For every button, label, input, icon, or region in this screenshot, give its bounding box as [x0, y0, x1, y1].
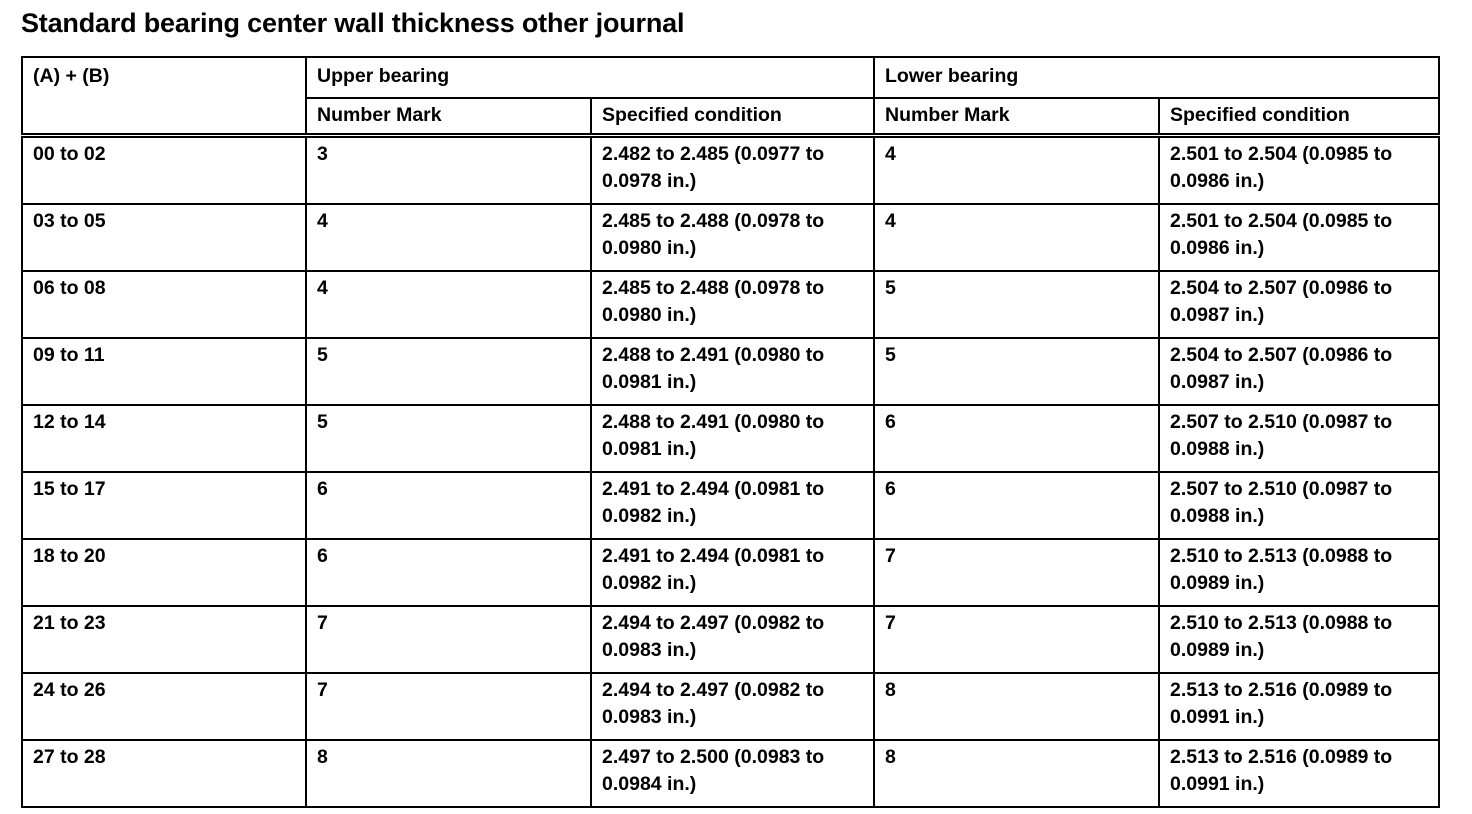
cell-upper-number-mark: 4: [305, 203, 592, 272]
table-row: 24 to 26 7 2.494 to 2.497 (0.0982 to 0.098…: [21, 672, 1440, 741]
header-row: (A) + (B) Upper bearing Lower bearing: [21, 56, 1440, 138]
cell-lower-specified-condition: 2.510 to 2.513 (0.0988 to 0.0989 in.): [1158, 538, 1440, 607]
table-row: 15 to 17 6 2.491 to 2.494 (0.0981 to 0.098…: [21, 471, 1440, 540]
header-ab: (A) + (B): [21, 56, 307, 138]
table-row: 00 to 02 3 2.482 to 2.485 (0.0977 to 0.097…: [21, 134, 1440, 205]
table-row: 09 to 11 5 2.488 to 2.491 (0.0980 to 0.098…: [21, 337, 1440, 406]
header-lower-specified-condition: Specified condition: [1158, 97, 1440, 138]
cell-upper-specified-condition: 2.494 to 2.497 (0.0982 to 0.0983 in.): [590, 605, 875, 674]
cell-lower-specified-condition: 2.507 to 2.510 (0.0987 to 0.0988 in.): [1158, 471, 1440, 540]
cell-upper-number-mark: 5: [305, 404, 592, 473]
cell-upper-specified-condition: 2.485 to 2.488 (0.0978 to 0.0980 in.): [590, 270, 875, 339]
table-row: 21 to 23 7 2.494 to 2.497 (0.0982 to 0.098…: [21, 605, 1440, 674]
cell-upper-specified-condition: 2.491 to 2.494 (0.0981 to 0.0982 in.): [590, 538, 875, 607]
cell-upper-number-mark: 6: [305, 471, 592, 540]
cell-lower-number-mark: 6: [873, 404, 1160, 473]
cell-lower-specified-condition: 2.510 to 2.513 (0.0988 to 0.0989 in.): [1158, 605, 1440, 674]
table-row: 18 to 20 6 2.491 to 2.494 (0.0981 to 0.098…: [21, 538, 1440, 607]
cell-ab: 27 to 28: [21, 739, 307, 808]
cell-lower-number-mark: 7: [873, 538, 1160, 607]
header-lower-number-mark: Number Mark: [873, 97, 1160, 138]
cell-upper-specified-condition: 2.485 to 2.488 (0.0978 to 0.0980 in.): [590, 203, 875, 272]
cell-ab: 12 to 14: [21, 404, 307, 473]
cell-lower-number-mark: 8: [873, 672, 1160, 741]
cell-lower-specified-condition: 2.513 to 2.516 (0.0989 to 0.0991 in.): [1158, 672, 1440, 741]
page-title: Standard bearing center wall thickness o…: [21, 8, 685, 38]
cell-ab: 03 to 05: [21, 203, 307, 272]
header-upper-specified-condition: Specified condition: [590, 97, 875, 138]
cell-ab: 00 to 02: [21, 134, 307, 205]
table-row: 27 to 28 8 2.497 to 2.500 (0.0983 to 0.098…: [21, 739, 1440, 808]
cell-lower-specified-condition: 2.507 to 2.510 (0.0987 to 0.0988 in.): [1158, 404, 1440, 473]
cell-upper-number-mark: 4: [305, 270, 592, 339]
header-upper-number-mark: Number Mark: [305, 97, 592, 138]
cell-upper-specified-condition: 2.488 to 2.491 (0.0980 to 0.0981 in.): [590, 404, 875, 473]
cell-lower-specified-condition: 2.513 to 2.516 (0.0989 to 0.0991 in.): [1158, 739, 1440, 808]
bearing-thickness-table: (A) + (B) Upper bearing Lower bearing Nu…: [21, 56, 1440, 808]
cell-ab: 06 to 08: [21, 270, 307, 339]
cell-lower-specified-condition: 2.501 to 2.504 (0.0985 to 0.0986 in.): [1158, 134, 1440, 205]
header-upper-bearing: Upper bearing: [305, 56, 875, 99]
cell-ab: 09 to 11: [21, 337, 307, 406]
cell-upper-specified-condition: 2.497 to 2.500 (0.0983 to 0.0984 in.): [590, 739, 875, 808]
cell-upper-specified-condition: 2.494 to 2.497 (0.0982 to 0.0983 in.): [590, 672, 875, 741]
cell-lower-number-mark: 4: [873, 203, 1160, 272]
cell-lower-number-mark: 6: [873, 471, 1160, 540]
header-lower-bearing: Lower bearing: [873, 56, 1440, 99]
cell-lower-number-mark: 5: [873, 337, 1160, 406]
cell-upper-specified-condition: 2.488 to 2.491 (0.0980 to 0.0981 in.): [590, 337, 875, 406]
cell-upper-number-mark: 6: [305, 538, 592, 607]
cell-ab: 18 to 20: [21, 538, 307, 607]
cell-lower-specified-condition: 2.501 to 2.504 (0.0985 to 0.0986 in.): [1158, 203, 1440, 272]
cell-lower-number-mark: 4: [873, 134, 1160, 205]
cell-ab: 24 to 26: [21, 672, 307, 741]
cell-lower-number-mark: 8: [873, 739, 1160, 808]
cell-ab: 15 to 17: [21, 471, 307, 540]
cell-upper-number-mark: 7: [305, 672, 592, 741]
cell-lower-number-mark: 7: [873, 605, 1160, 674]
cell-upper-number-mark: 3: [305, 134, 592, 205]
cell-lower-specified-condition: 2.504 to 2.507 (0.0986 to 0.0987 in.): [1158, 337, 1440, 406]
table-row: 03 to 05 4 2.485 to 2.488 (0.0978 to 0.098…: [21, 203, 1440, 272]
cell-upper-number-mark: 8: [305, 739, 592, 808]
table-row: 12 to 14 5 2.488 to 2.491 (0.0980 to 0.098…: [21, 404, 1440, 473]
cell-lower-specified-condition: 2.504 to 2.507 (0.0986 to 0.0987 in.): [1158, 270, 1440, 339]
cell-ab: 21 to 23: [21, 605, 307, 674]
cell-upper-number-mark: 7: [305, 605, 592, 674]
cell-upper-number-mark: 5: [305, 337, 592, 406]
cell-lower-number-mark: 5: [873, 270, 1160, 339]
cell-upper-specified-condition: 2.482 to 2.485 (0.0977 to 0.0978 in.): [590, 134, 875, 205]
subheader-row: Number Mark Specified condition Number M…: [22, 97, 1440, 138]
cell-upper-specified-condition: 2.491 to 2.494 (0.0981 to 0.0982 in.): [590, 471, 875, 540]
table-row: 06 to 08 4 2.485 to 2.488 (0.0978 to 0.098…: [21, 270, 1440, 339]
